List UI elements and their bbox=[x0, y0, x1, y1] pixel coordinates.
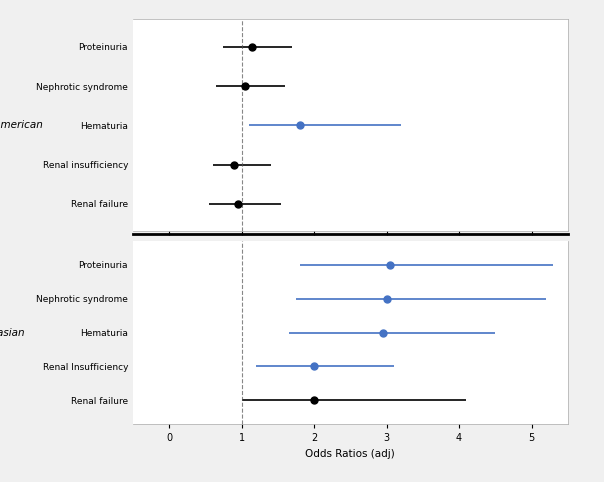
Text: African-American: African-American bbox=[0, 120, 43, 130]
X-axis label: Odds Ratios (adj): Odds Ratios (adj) bbox=[306, 449, 395, 459]
Text: Caucasian: Caucasian bbox=[0, 328, 25, 337]
